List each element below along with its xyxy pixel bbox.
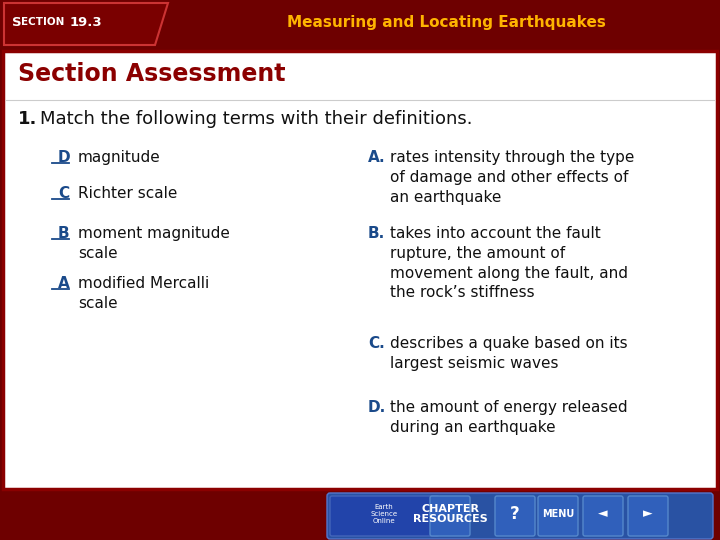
Text: moment magnitude
scale: moment magnitude scale xyxy=(78,226,230,261)
Text: A.: A. xyxy=(368,150,386,165)
Text: 1.: 1. xyxy=(18,110,37,128)
Text: ◄: ◄ xyxy=(598,508,608,521)
FancyBboxPatch shape xyxy=(430,496,470,536)
Text: Measuring and Locating Earthquakes: Measuring and Locating Earthquakes xyxy=(287,15,606,30)
Text: rates intensity through the type
of damage and other effects of
an earthquake: rates intensity through the type of dama… xyxy=(390,150,634,205)
Text: Richter scale: Richter scale xyxy=(78,186,177,201)
Text: B: B xyxy=(58,226,70,241)
Text: ►: ► xyxy=(643,508,653,521)
Text: D: D xyxy=(58,150,71,165)
FancyBboxPatch shape xyxy=(538,496,578,536)
FancyBboxPatch shape xyxy=(330,496,439,536)
Text: the amount of energy released
during an earthquake: the amount of energy released during an … xyxy=(390,400,628,435)
FancyBboxPatch shape xyxy=(583,496,623,536)
Text: A: A xyxy=(58,276,70,291)
Text: B.: B. xyxy=(368,226,385,241)
FancyBboxPatch shape xyxy=(327,493,713,539)
Text: Earth
Science
Online: Earth Science Online xyxy=(370,504,397,524)
FancyBboxPatch shape xyxy=(495,496,535,536)
Text: describes a quake based on its
largest seismic waves: describes a quake based on its largest s… xyxy=(390,336,628,371)
Text: ?: ? xyxy=(510,505,520,523)
Text: ECTION: ECTION xyxy=(21,17,64,27)
Text: takes into account the fault
rupture, the amount of
movement along the fault, an: takes into account the fault rupture, th… xyxy=(390,226,628,300)
Text: C: C xyxy=(58,186,69,201)
Text: MENU: MENU xyxy=(542,509,574,519)
FancyBboxPatch shape xyxy=(628,496,668,536)
Text: S: S xyxy=(12,16,22,29)
Text: D.: D. xyxy=(368,400,386,415)
Text: modified Mercalli
scale: modified Mercalli scale xyxy=(78,276,210,311)
Text: C.: C. xyxy=(368,336,384,351)
Text: Match the following terms with their definitions.: Match the following terms with their def… xyxy=(40,110,472,128)
Text: CHAPTER
RESOURCES: CHAPTER RESOURCES xyxy=(413,504,487,524)
Text: Section Assessment: Section Assessment xyxy=(18,62,286,86)
Text: magnitude: magnitude xyxy=(78,150,161,165)
Polygon shape xyxy=(4,3,168,45)
Text: 19.3: 19.3 xyxy=(70,16,103,29)
FancyBboxPatch shape xyxy=(3,51,717,489)
